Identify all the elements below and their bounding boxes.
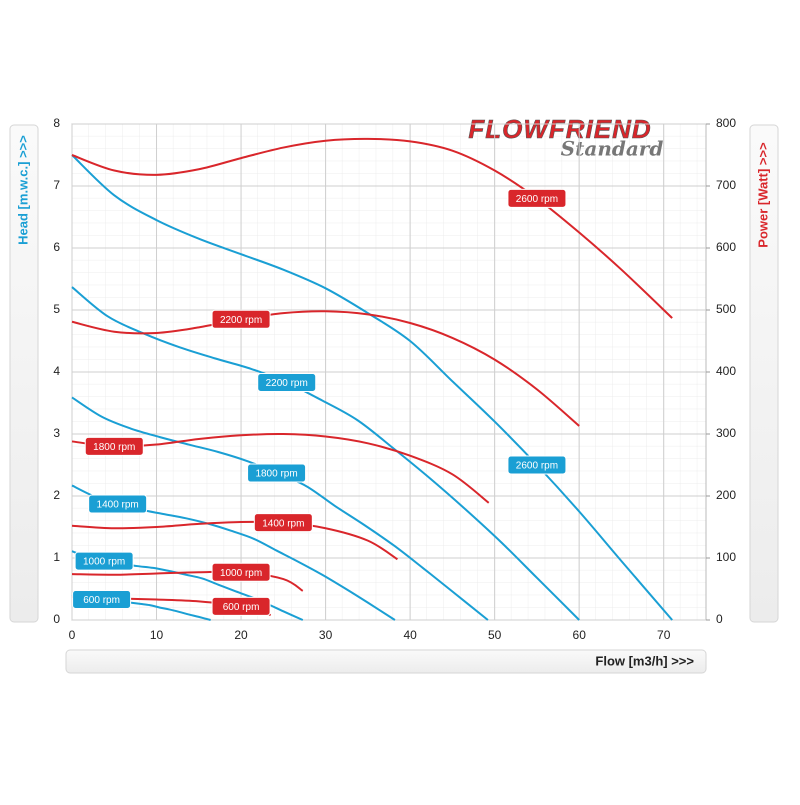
y-tick-label: 6 xyxy=(53,240,60,254)
curve-label-box xyxy=(211,309,271,329)
curve-label: 2200 rpm xyxy=(220,315,262,326)
series-line xyxy=(71,286,580,621)
series-line xyxy=(71,570,304,592)
series-line xyxy=(71,137,673,319)
curve-label: 2200 rpm xyxy=(266,378,308,389)
curve-label: 600 rpm xyxy=(83,595,120,606)
curve-label: 600 rpm xyxy=(223,602,260,613)
curve-label-box xyxy=(247,463,307,483)
logo-edition: Standard xyxy=(561,137,664,161)
y2-tick-label: 100 xyxy=(716,550,736,564)
series-line xyxy=(71,432,490,504)
curve-label-box xyxy=(72,590,132,610)
x-tick-label: 40 xyxy=(403,628,417,642)
y-axis-panel xyxy=(9,124,39,623)
y-axis-label: Head [m.w.c.] >>> xyxy=(15,135,30,245)
series-line xyxy=(71,310,580,427)
curve-label: 1000 rpm xyxy=(83,557,125,568)
curve-label: 2600 rpm xyxy=(516,461,558,472)
y2-tick-label: 200 xyxy=(716,488,736,502)
y2-tick-label: 600 xyxy=(716,240,736,254)
curve-label: 1800 rpm xyxy=(255,469,297,480)
y-tick-label: 8 xyxy=(53,116,60,130)
y2-tick-label: 700 xyxy=(716,178,736,192)
y2-tick-label: 500 xyxy=(716,302,736,316)
y2-axis-label: Power [Watt] >>> xyxy=(755,142,770,248)
x-tick-label: 60 xyxy=(573,628,587,642)
curve-label: 1400 rpm xyxy=(97,500,139,511)
x-tick-label: 70 xyxy=(657,628,671,642)
logo-brand: FLOWFRIEND xyxy=(468,114,651,144)
y2-tick-label: 400 xyxy=(716,364,736,378)
curve-label-box xyxy=(507,455,567,475)
curve-label: 1800 rpm xyxy=(93,442,135,453)
curve-label: 1000 rpm xyxy=(220,568,262,579)
y-tick-label: 0 xyxy=(53,612,60,626)
x-tick-label: 10 xyxy=(150,628,164,642)
curve-label-box xyxy=(211,562,271,582)
curve-label: 1400 rpm xyxy=(262,518,304,529)
x-axis-panel xyxy=(65,649,707,674)
y-tick-label: 7 xyxy=(53,178,60,192)
curve-label-box xyxy=(211,596,271,616)
y2-tick-label: 800 xyxy=(716,116,736,130)
series-line xyxy=(71,520,398,561)
curve-label-box xyxy=(257,373,317,393)
y-tick-label: 4 xyxy=(53,364,60,378)
y-tick-label: 2 xyxy=(53,488,60,502)
y2-axis-panel xyxy=(749,124,779,623)
y2-tick-label: 0 xyxy=(716,612,723,626)
y-tick-label: 1 xyxy=(53,550,60,564)
y-tick-label: 5 xyxy=(53,302,60,316)
curve-label-box xyxy=(253,513,313,533)
x-tick-label: 50 xyxy=(488,628,502,642)
y2-tick-label: 300 xyxy=(716,426,736,440)
x-tick-label: 20 xyxy=(234,628,248,642)
curve-label-box xyxy=(88,494,148,514)
x-tick-label: 30 xyxy=(319,628,333,642)
curve-label-box xyxy=(84,436,144,456)
curve-label-box xyxy=(74,551,134,571)
series-line xyxy=(71,154,673,621)
x-axis-label: Flow [m3/h] >>> xyxy=(595,653,694,668)
y-tick-label: 3 xyxy=(53,426,60,440)
x-tick-label: 0 xyxy=(69,628,76,642)
curve-label: 2600 rpm xyxy=(516,194,558,205)
curve-label-box xyxy=(507,188,567,208)
